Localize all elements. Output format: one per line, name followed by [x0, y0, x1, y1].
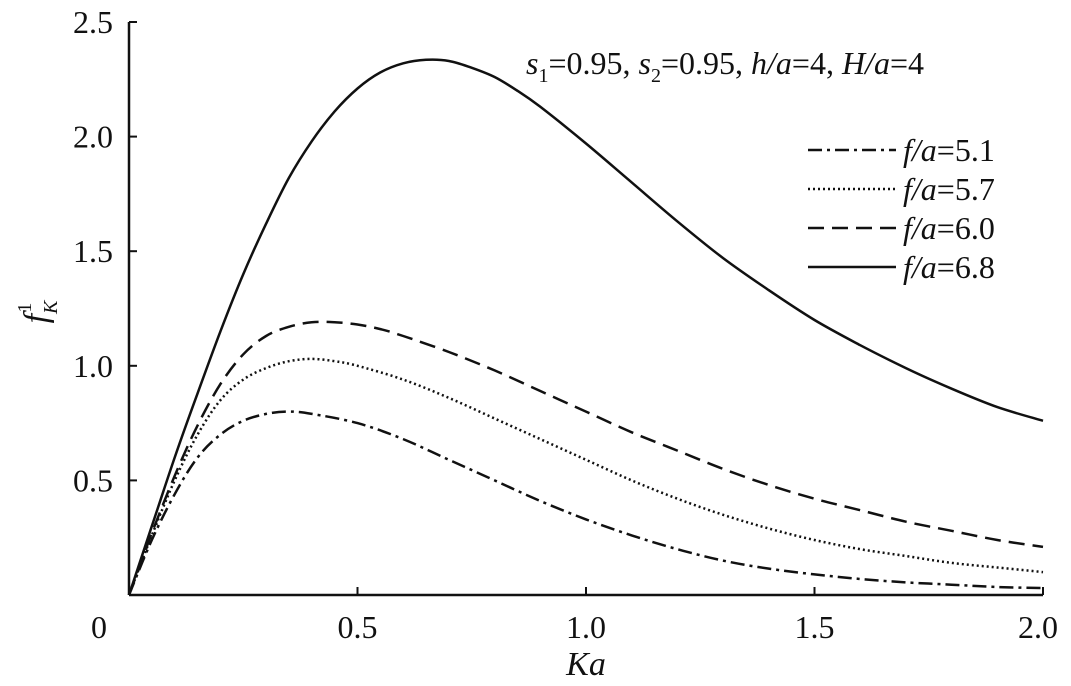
- annot-s1-val: =0.95,: [548, 45, 638, 81]
- y-tick-label: 0.5: [73, 462, 113, 498]
- legend-label-4: f/a=6.8: [903, 249, 995, 285]
- series-line-1: [127, 410, 1044, 596]
- x-tick-label: 2.0: [1018, 609, 1058, 645]
- annot-s2-sym: s: [639, 45, 651, 81]
- legend-label-val: =5.1: [937, 132, 995, 168]
- x-tick-label: 1.5: [795, 609, 835, 645]
- y-tick-label: 2.0: [73, 119, 113, 155]
- legend-label-val: =6.0: [937, 210, 995, 246]
- axes: [127, 22, 1043, 597]
- series-line-4: [127, 58, 1044, 596]
- annot-h-val: =4,: [792, 45, 842, 81]
- legend-label-val: =5.7: [937, 171, 995, 207]
- legend-label-2: f/a=5.7: [903, 171, 995, 207]
- y-axis-label: fK1: [14, 299, 62, 323]
- tick-labels: 0 0.5 1.0 1.5 2.0 0.5 1.0 1.5 2.0 2.5: [73, 4, 1058, 645]
- y-tick-label: 1.0: [73, 348, 113, 384]
- y-tick-label: 1.5: [73, 233, 113, 269]
- legend-label-sym: f/a: [903, 132, 937, 168]
- parameter-annotation: s1=0.95, s2=0.95, h/a=4, H/a=4: [526, 45, 924, 87]
- legend-label-1: f/a=5.1: [903, 132, 995, 168]
- x-tick-label: 0.5: [338, 609, 378, 645]
- annot-s2-sub: 2: [651, 65, 661, 87]
- y-axis-label-sup: 1: [14, 303, 36, 313]
- annot-s2-val: =0.95,: [661, 45, 751, 81]
- annot-H-val: =4: [890, 45, 924, 81]
- legend-label-val: =6.8: [937, 249, 995, 285]
- legend-label-sym: f/a: [903, 249, 937, 285]
- annot-s1-sub: 1: [538, 65, 548, 87]
- annot-s1-sym: s: [526, 45, 538, 81]
- annot-H-sym: H/a: [841, 45, 890, 81]
- annot-h-sym: h/a: [751, 45, 792, 81]
- x-axis-label: Ka: [565, 646, 606, 683]
- x-tick-label: 1.0: [566, 609, 606, 645]
- legend-label-sym: f/a: [903, 210, 937, 246]
- y-axis-label-sub: K: [40, 299, 62, 315]
- series-line-3: [127, 320, 1044, 596]
- legend-label-3: f/a=6.0: [903, 210, 995, 246]
- ticks: [129, 21, 1044, 595]
- series-line-2: [127, 357, 1044, 596]
- legend: f/a=5.1f/a=5.7f/a=6.0f/a=6.8: [808, 132, 995, 285]
- x-tick-label: 0: [91, 609, 107, 645]
- series-lines: [127, 58, 1044, 596]
- legend-label-sym: f/a: [903, 171, 937, 207]
- y-tick-label: 2.5: [73, 4, 113, 40]
